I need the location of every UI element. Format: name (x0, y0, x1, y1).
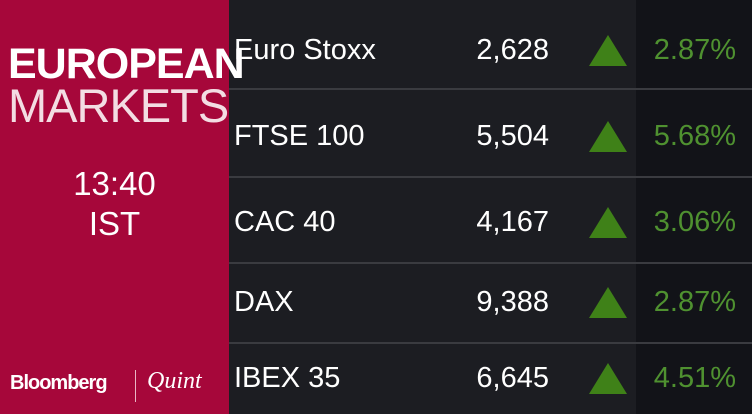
change-percent: 5.68% (653, 120, 736, 152)
index-name: IBEX 35 (234, 362, 341, 394)
index-value: 6,645 (476, 362, 549, 394)
change-percent: 4.51% (653, 362, 736, 394)
time: 13:40 (73, 165, 156, 202)
title: EUROPEAN (8, 40, 245, 88)
timezone: IST (88, 205, 141, 242)
index-value: 2,628 (476, 34, 549, 66)
subtitle: MARKETS (8, 79, 229, 132)
brand-name: Quint (147, 368, 202, 394)
up-arrow (589, 207, 627, 238)
up-arrow (589, 363, 627, 394)
row-separator (229, 342, 752, 344)
index-name: CAC 40 (234, 206, 336, 238)
change-percent: 2.87% (653, 34, 736, 66)
change-column (636, 0, 752, 414)
index-value: 5,504 (476, 120, 549, 152)
index-name: FTSE 100 (234, 120, 365, 152)
row-separator (229, 262, 752, 264)
index-name: DAX (234, 286, 294, 318)
side-panel: EUROPEAN MARKETS 13:40 IST Bloomberg Qui… (0, 0, 245, 414)
brand-divider (135, 370, 136, 402)
brand-name: Bloomberg (10, 372, 108, 394)
index-value: 4,167 (476, 206, 549, 238)
row-separator (229, 176, 752, 178)
row-separator (229, 88, 752, 90)
up-arrow (589, 35, 627, 66)
change-percent: 2.87% (653, 286, 736, 318)
up-arrow (589, 287, 627, 318)
index-value: 9,388 (476, 286, 549, 318)
index-name: Euro Stoxx (234, 34, 376, 66)
change-percent: 3.06% (653, 206, 736, 238)
up-arrow (589, 121, 627, 152)
